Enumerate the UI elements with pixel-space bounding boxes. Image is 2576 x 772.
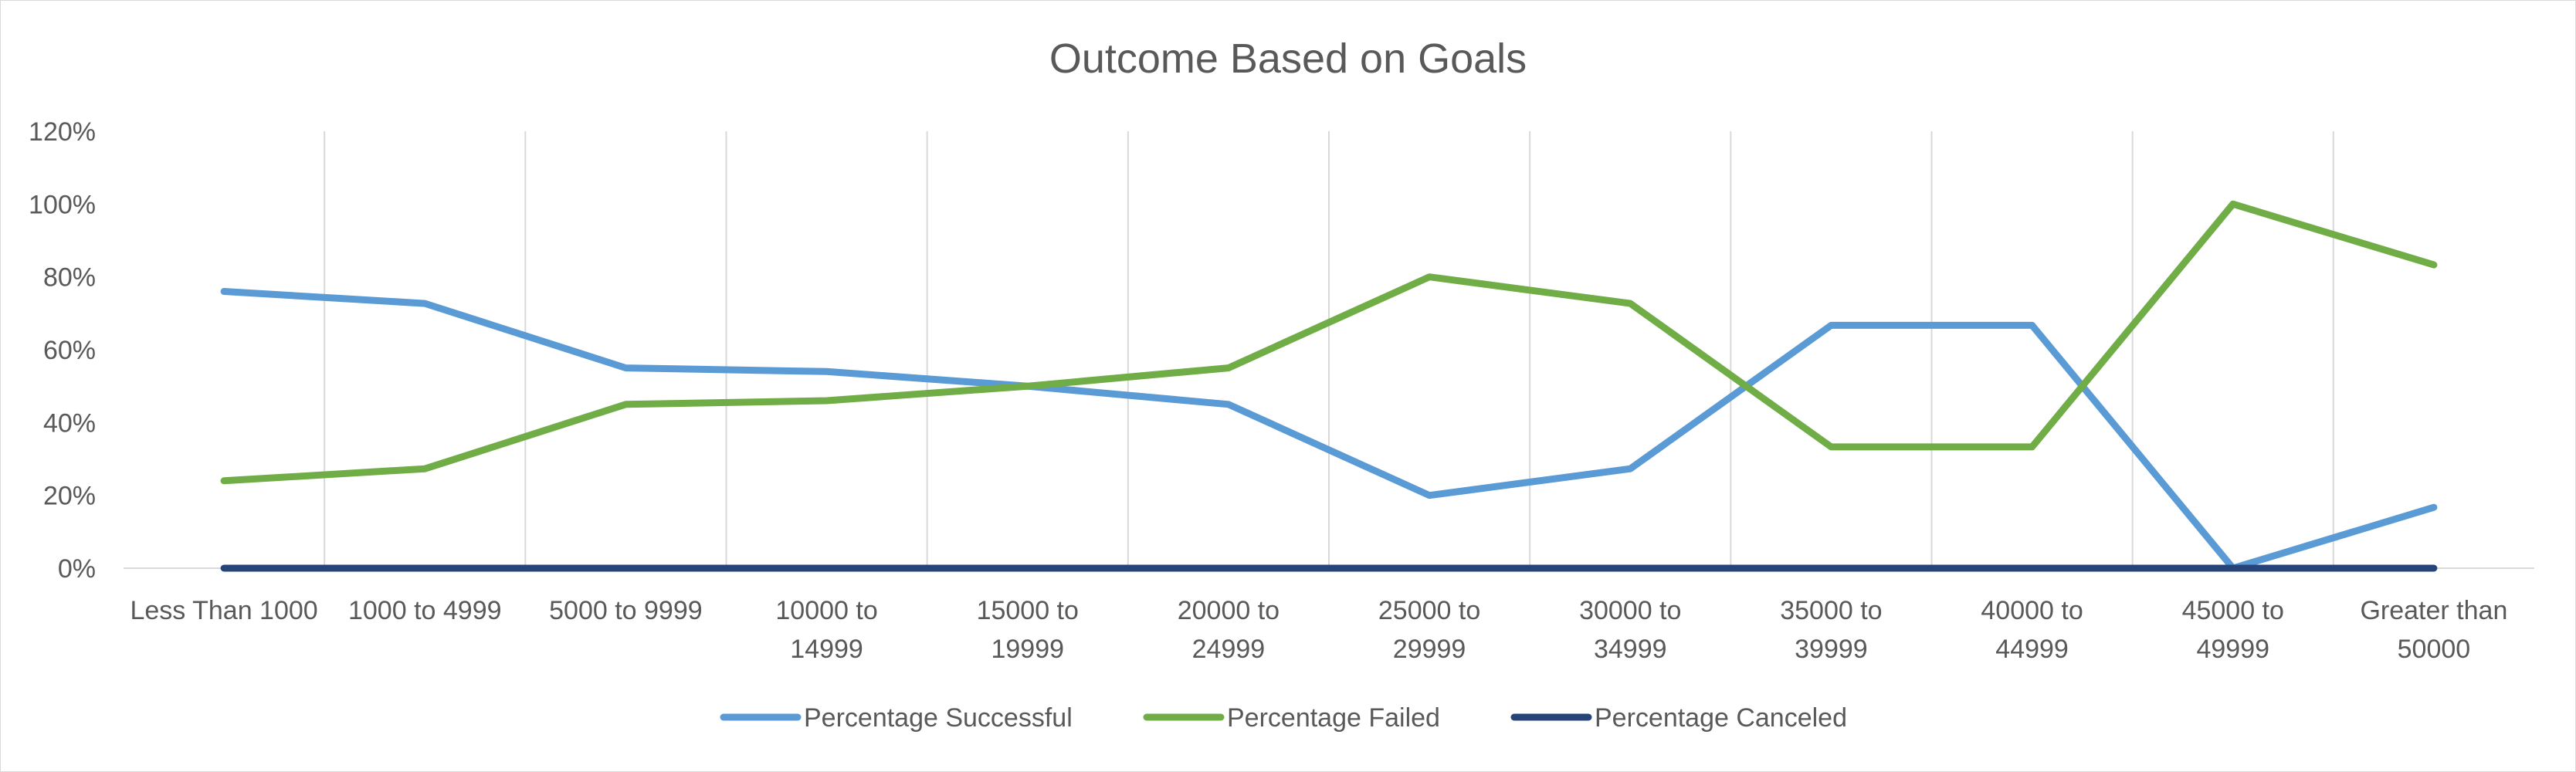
- x-tick-label-line: 20000 to: [1178, 596, 1280, 625]
- x-tick-label-line: 44999: [1995, 635, 2069, 664]
- y-tick-label: 100%: [29, 190, 96, 219]
- x-tick-label-line: 24999: [1192, 635, 1266, 664]
- x-tick-label: 40000 to 44999: [1981, 596, 2083, 664]
- y-tick-label: 40%: [43, 408, 96, 438]
- x-tick-label-line: 34999: [1594, 635, 1667, 664]
- x-tick-label: 45000 to 49999: [2182, 596, 2284, 664]
- x-tick-label-line: Greater than: [2360, 596, 2507, 625]
- legend-label: Percentage Canceled: [1595, 703, 1847, 733]
- legend-label: Percentage Failed: [1227, 703, 1440, 733]
- x-tick-label: 15000 to 19999: [977, 596, 1079, 664]
- y-tick-label: 80%: [43, 263, 96, 293]
- x-axis: Less Than 1000 1000 to 4999 5000 to 9999 10…: [124, 567, 2534, 664]
- x-tick-label-line: 40000 to: [1981, 596, 2083, 625]
- x-tick-label-line: 30000 to: [1579, 596, 1681, 625]
- x-tick-label: 1000 to 4999: [348, 596, 502, 625]
- x-tick-label-line: 29999: [1393, 635, 1466, 664]
- x-tick-label: 5000 to 9999: [549, 596, 703, 625]
- x-tick-label-line: 1000 to 4999: [348, 596, 502, 625]
- x-tick-label-line: Less Than 1000: [130, 596, 317, 625]
- x-tick-label: 10000 to 14999: [775, 596, 877, 664]
- gridlines: [324, 131, 2334, 568]
- chart-title: Outcome Based on Goals: [1049, 36, 1527, 82]
- x-tick-label-line: 19999: [991, 635, 1064, 664]
- series-layer: [220, 200, 2438, 572]
- legend: Percentage Successful Percentage Failed Pe…: [720, 703, 1847, 733]
- x-tick-label-line: 35000 to: [1780, 596, 1882, 625]
- x-tick-label-line: 45000 to: [2182, 596, 2284, 625]
- y-tick-label: 0%: [58, 554, 96, 584]
- series-line-1: [220, 288, 2438, 572]
- x-tick-label-line: 50000: [2398, 635, 2471, 664]
- x-tick-label-line: 15000 to: [977, 596, 1079, 625]
- x-tick-label-line: 25000 to: [1378, 596, 1480, 625]
- legend-label: Percentage Successful: [804, 703, 1073, 733]
- x-tick-label-line: 14999: [790, 635, 863, 664]
- x-tick-label-line: 49999: [2196, 635, 2269, 664]
- x-tick-label-line: 5000 to 9999: [549, 596, 703, 625]
- x-tick-label-line: 39999: [1795, 635, 1868, 664]
- x-tick-label: 30000 to 34999: [1579, 596, 1681, 664]
- x-tick-label: 25000 to 29999: [1378, 596, 1480, 664]
- y-tick-label: 60%: [43, 336, 96, 365]
- y-tick-label: 120%: [29, 117, 96, 147]
- x-tick-label: Greater than 50000: [2360, 596, 2507, 664]
- x-tick-label: Less Than 1000: [130, 596, 317, 625]
- x-tick-label-line: 10000 to: [775, 596, 877, 625]
- series-line-2: [220, 200, 2438, 485]
- y-tick-label: 20%: [43, 482, 96, 511]
- x-tick-label: 35000 to 39999: [1780, 596, 1882, 664]
- y-axis: 0% 20% 40% 60% 80% 100% 120%: [29, 117, 96, 584]
- x-tick-label: 20000 to 24999: [1178, 596, 1280, 664]
